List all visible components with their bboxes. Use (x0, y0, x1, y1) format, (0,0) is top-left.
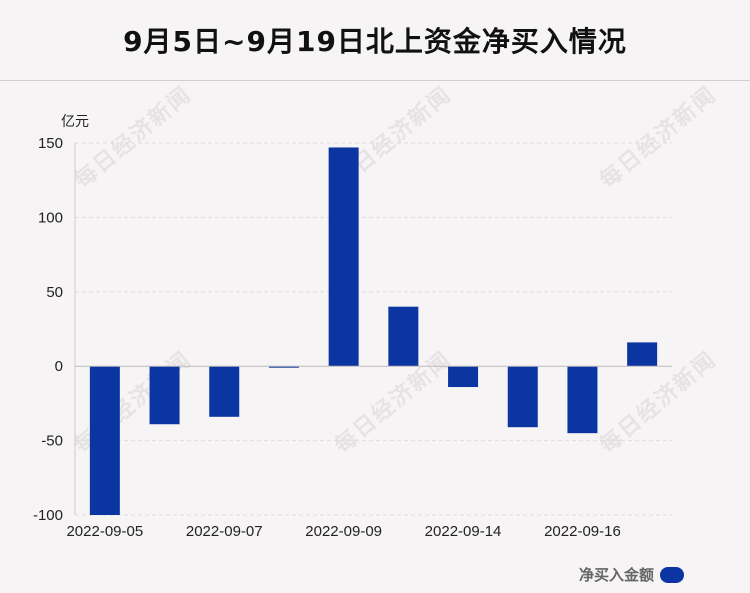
x-tick-label: 2022-09-07 (186, 523, 263, 540)
y-tick-label: 50 (46, 284, 63, 301)
y-tick-label: 100 (38, 209, 63, 226)
legend-swatch (660, 566, 684, 583)
y-tick-label: 0 (55, 358, 63, 375)
legend-label: 净买入金额 (578, 566, 654, 584)
bar (89, 366, 120, 515)
bar (627, 342, 658, 367)
bar (448, 366, 479, 388)
bar (209, 366, 240, 417)
x-tick-label: 2022-09-16 (544, 523, 621, 540)
bar (268, 366, 299, 368)
title-bar: 9月5日~9月19日北上资金净买入情况 (0, 0, 750, 81)
bar (388, 306, 419, 367)
bar (507, 366, 538, 428)
x-tick-label: 2022-09-09 (305, 523, 382, 540)
bar (328, 147, 359, 367)
x-tick-label: 2022-09-05 (66, 523, 143, 540)
bar (567, 366, 598, 434)
bar (149, 366, 180, 425)
legend: 净买入金额 (579, 564, 684, 585)
y-tick-label: -50 (41, 433, 63, 450)
x-tick-label: 2022-09-14 (425, 523, 502, 540)
y-tick-label: -100 (33, 507, 63, 524)
y-axis-unit: 亿元 (61, 114, 89, 130)
chart-title: 9月5日~9月19日北上资金净买入情况 (123, 25, 627, 58)
y-tick-label: 150 (38, 135, 63, 152)
